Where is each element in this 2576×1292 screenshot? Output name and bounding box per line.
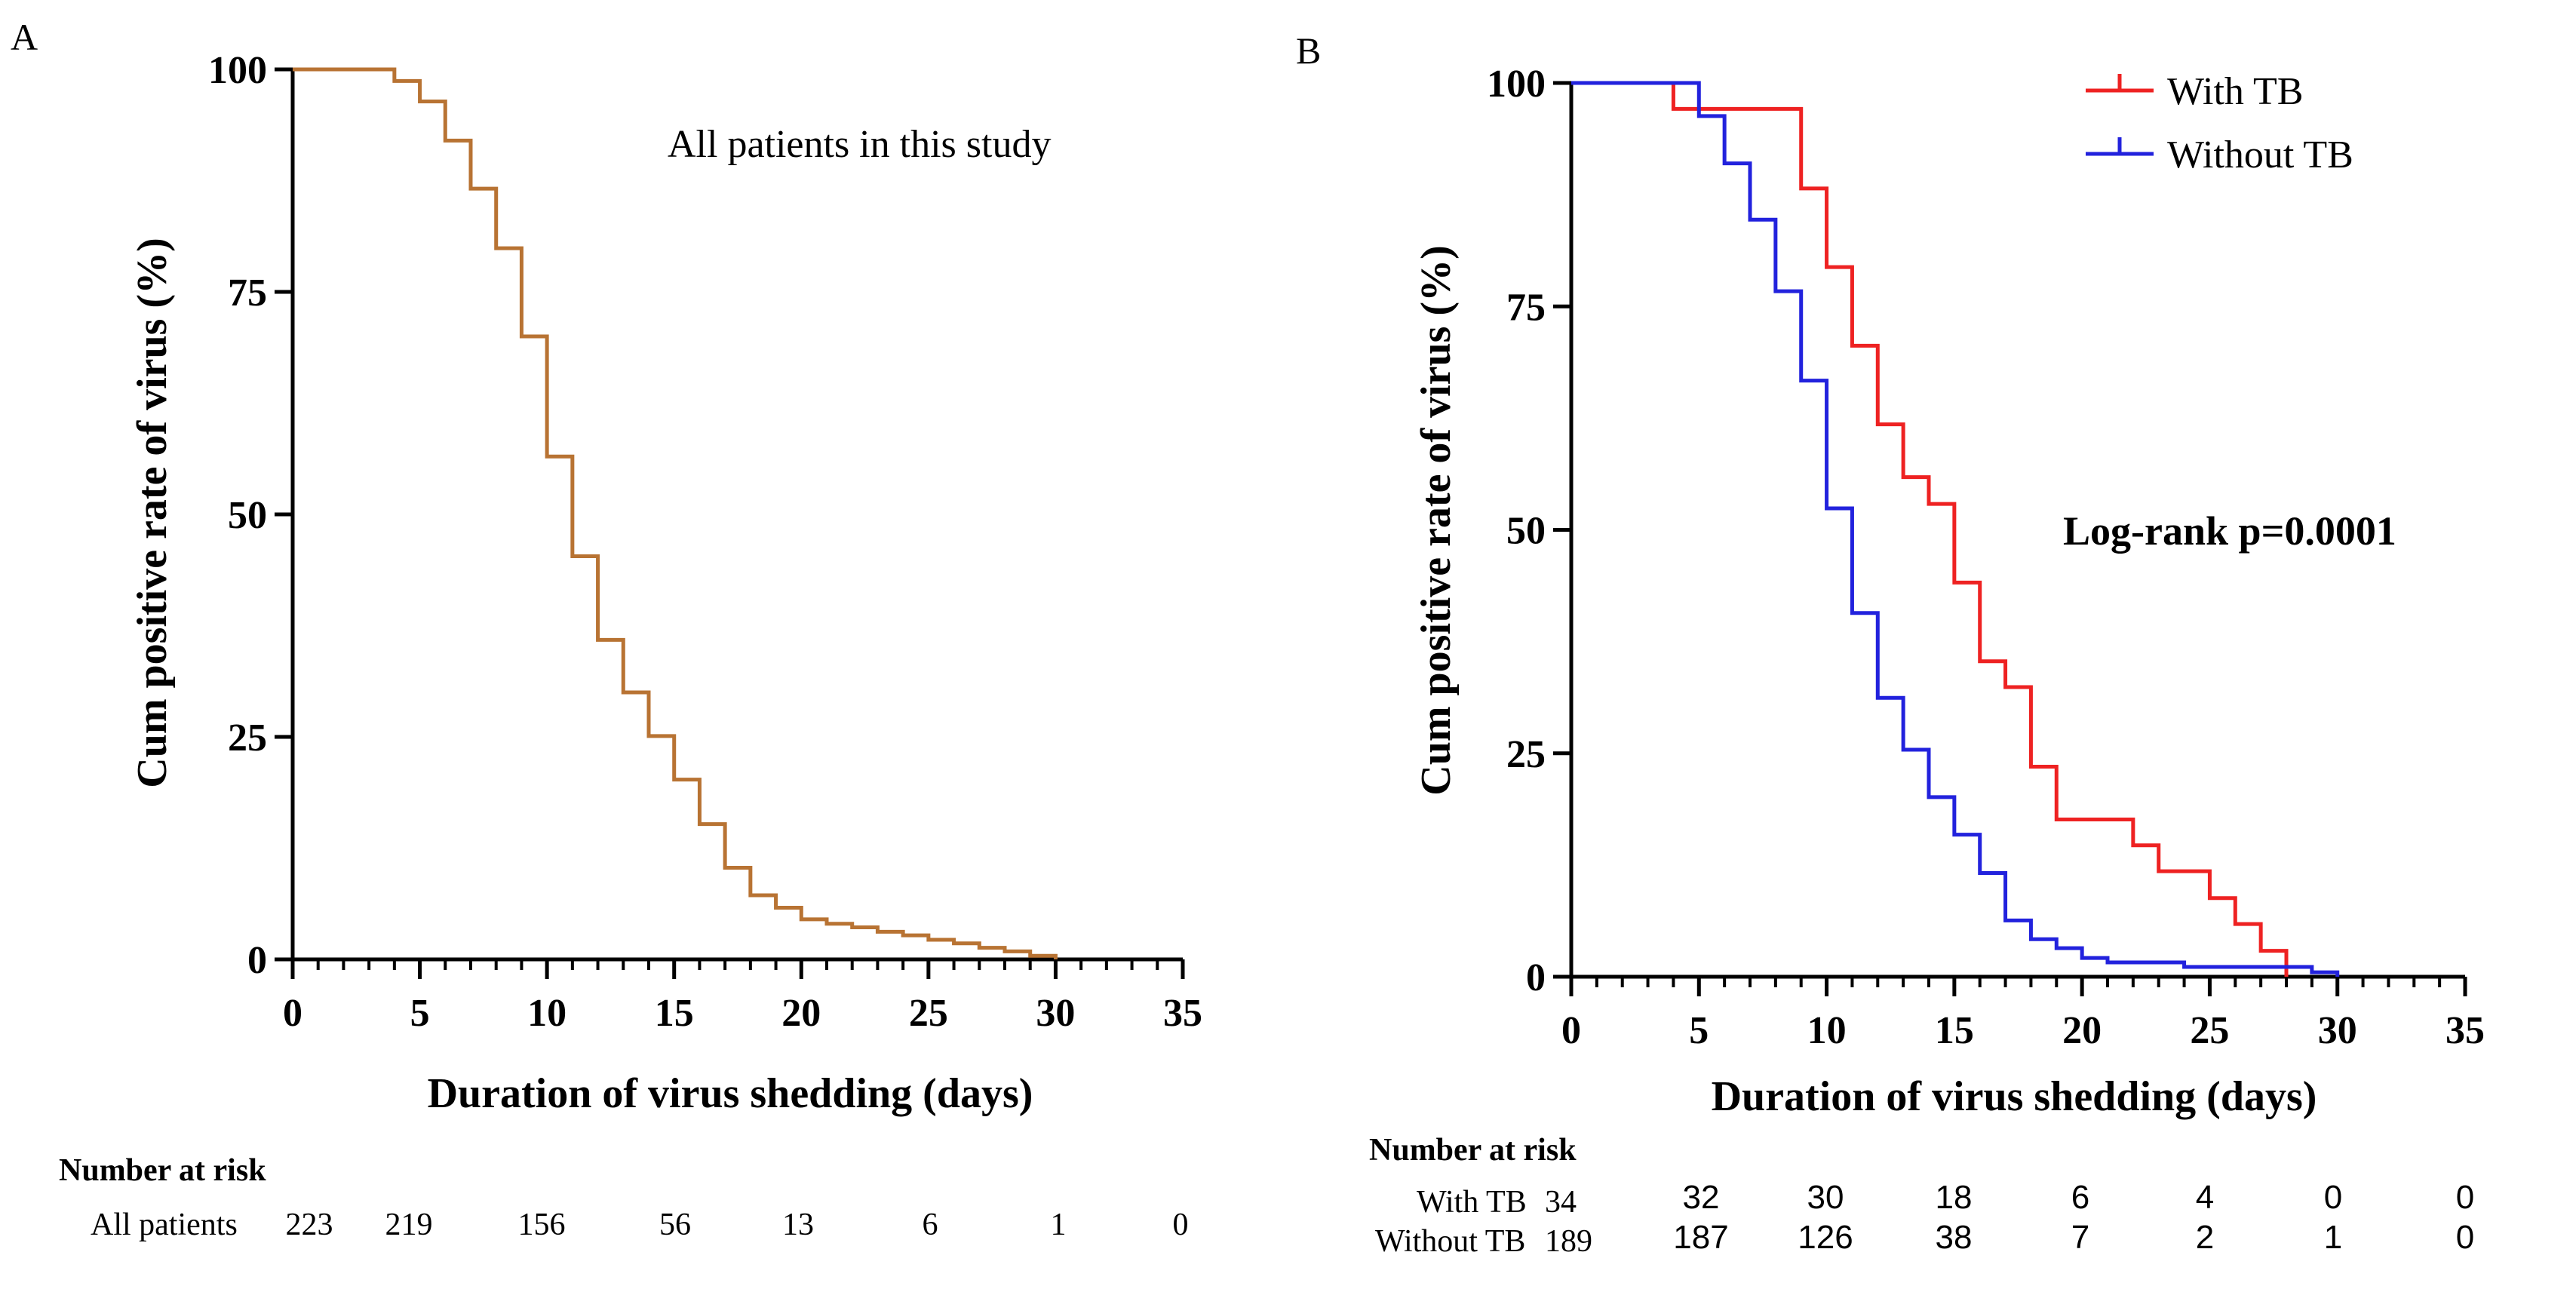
panel-b-plot: 0 5 10 15 20 25 30 35 0 25 50 75 100 [1487,63,2485,1052]
panel-b-risk-value: 0 [2456,1219,2474,1256]
panel-a-x-tick-label: 0 [283,992,302,1035]
panel-a-y-tick-label: 0 [247,939,267,982]
panel-b-risk-value: 38 [1936,1219,1973,1256]
panel-b-series-with-tb [1571,81,2289,977]
panel-b-risk-value: 7 [2071,1219,2089,1256]
panel-b-risk-value: 32 [1683,1179,1720,1216]
panel-b-x-tick-label: 5 [1689,1009,1709,1052]
panel-b-x-tick-label: 35 [2446,1009,2485,1052]
panel-b-x-tick-label: 25 [2190,1009,2229,1052]
panel-b-x-tick-label: 15 [1935,1009,1974,1052]
panel-b-risk-row-label-without-tb: Without TB [1375,1224,1525,1259]
panel-a-risk-value: 56 [659,1208,691,1242]
panel-a-label: A [11,16,38,58]
panel-a-x-tick-label: 15 [655,992,694,1035]
legend-label-with-tb: With TB [2167,70,2303,113]
panel-b-risk-first-with-tb: 34 [1545,1185,1577,1220]
panel-b-label: B [1296,29,1321,72]
panel-b-risk-first-without-tb: 189 [1545,1224,1592,1259]
panel-a-y-tick-label: 75 [228,272,267,315]
panel-b-risk-value: 0 [2456,1179,2474,1216]
legend-label-without-tb: Without TB [2167,133,2353,176]
panel-b-y-tick-label: 50 [1506,510,1546,553]
panel-b-y-tick-label: 75 [1506,286,1546,329]
panel-b-y-axis-label: Cum positive rate of virus (%) [1413,245,1460,795]
panel-a-risk-value: 223 [286,1208,333,1242]
panel-a-y-axis-label: Cum positive rate of virus (%) [129,238,176,787]
panel-a-risk-values: 223 219 156 56 13 6 1 0 [286,1208,1189,1242]
panel-b-risk-value: 2 [2196,1219,2214,1256]
panel-a-risk-value: 0 [1173,1208,1189,1242]
panel-a-x-axis-label: Duration of virus shedding (days) [428,1070,1033,1117]
panel-a-risk-value: 13 [782,1208,814,1242]
panel-b-y-tick-label: 0 [1526,956,1546,999]
panel-a-x-tick-label: 30 [1036,992,1075,1035]
legend: With TB Without TB [2086,70,2353,176]
panel-a-y-tick-label: 50 [228,494,267,537]
panel-a-title: All patients in this study [668,123,1051,166]
panel-b-x-axis-label: Duration of virus shedding (days) [1712,1073,2317,1120]
panel-b-risk-value: 126 [1798,1219,1853,1256]
panel-b-y-tick-label: 100 [1487,63,1546,106]
legend-item-with-tb: With TB [2086,70,2303,113]
panel-b-x-tick-label: 0 [1561,1009,1581,1052]
panel-b-x-tick-label: 30 [2318,1009,2357,1052]
panel-a-y-tick-label: 25 [228,717,267,760]
panel-b-series-without-tb [1571,81,2340,977]
panel-a-risk-value: 1 [1051,1208,1067,1242]
log-rank-annotation: Log-rank p=0.0001 [2063,508,2396,554]
panel-a-risk-value: 6 [923,1208,938,1242]
panel-a-x-tick-label: 25 [909,992,948,1035]
panel-a-x-tick-label: 20 [781,992,821,1035]
panel-b-x-tick-label: 20 [2062,1009,2102,1052]
panel-a-risk-value: 219 [385,1208,433,1242]
panel-a-series-all-patients [293,67,1058,959]
panel-a-risk-value: 156 [518,1208,566,1242]
panel-b-risk-title: Number at risk [1369,1133,1577,1168]
panel-a-plot: 0 5 10 15 20 25 30 35 0 25 50 75 100 [208,49,1202,1035]
panel-b-risk-value: 1 [2324,1219,2342,1256]
panel-a-x-tick-label: 5 [410,992,430,1035]
panel-a-y-tick-label: 100 [208,49,267,92]
panel-a-risk-row-label: All patients [91,1208,238,1242]
panel-b-risk-value: 0 [2324,1179,2342,1216]
panel-a-risk-title: Number at risk [59,1153,266,1188]
panel-a-x-tick-label: 35 [1163,992,1202,1035]
panel-b-risk-row-label-with-tb: With TB [1417,1185,1527,1220]
panel-b-risk-value: 187 [1673,1219,1728,1256]
panel-b-y-tick-label: 25 [1506,733,1546,776]
panel-b-risk-value: 18 [1936,1179,1973,1216]
panel-b-risk-value: 30 [1807,1179,1844,1216]
panel-b-risk-value: 4 [2196,1179,2214,1216]
panel-b-risk-value: 6 [2071,1179,2089,1216]
panel-a-x-tick-label: 10 [527,992,566,1035]
legend-item-without-tb: Without TB [2086,133,2353,176]
panel-b-x-tick-label: 10 [1807,1009,1847,1052]
